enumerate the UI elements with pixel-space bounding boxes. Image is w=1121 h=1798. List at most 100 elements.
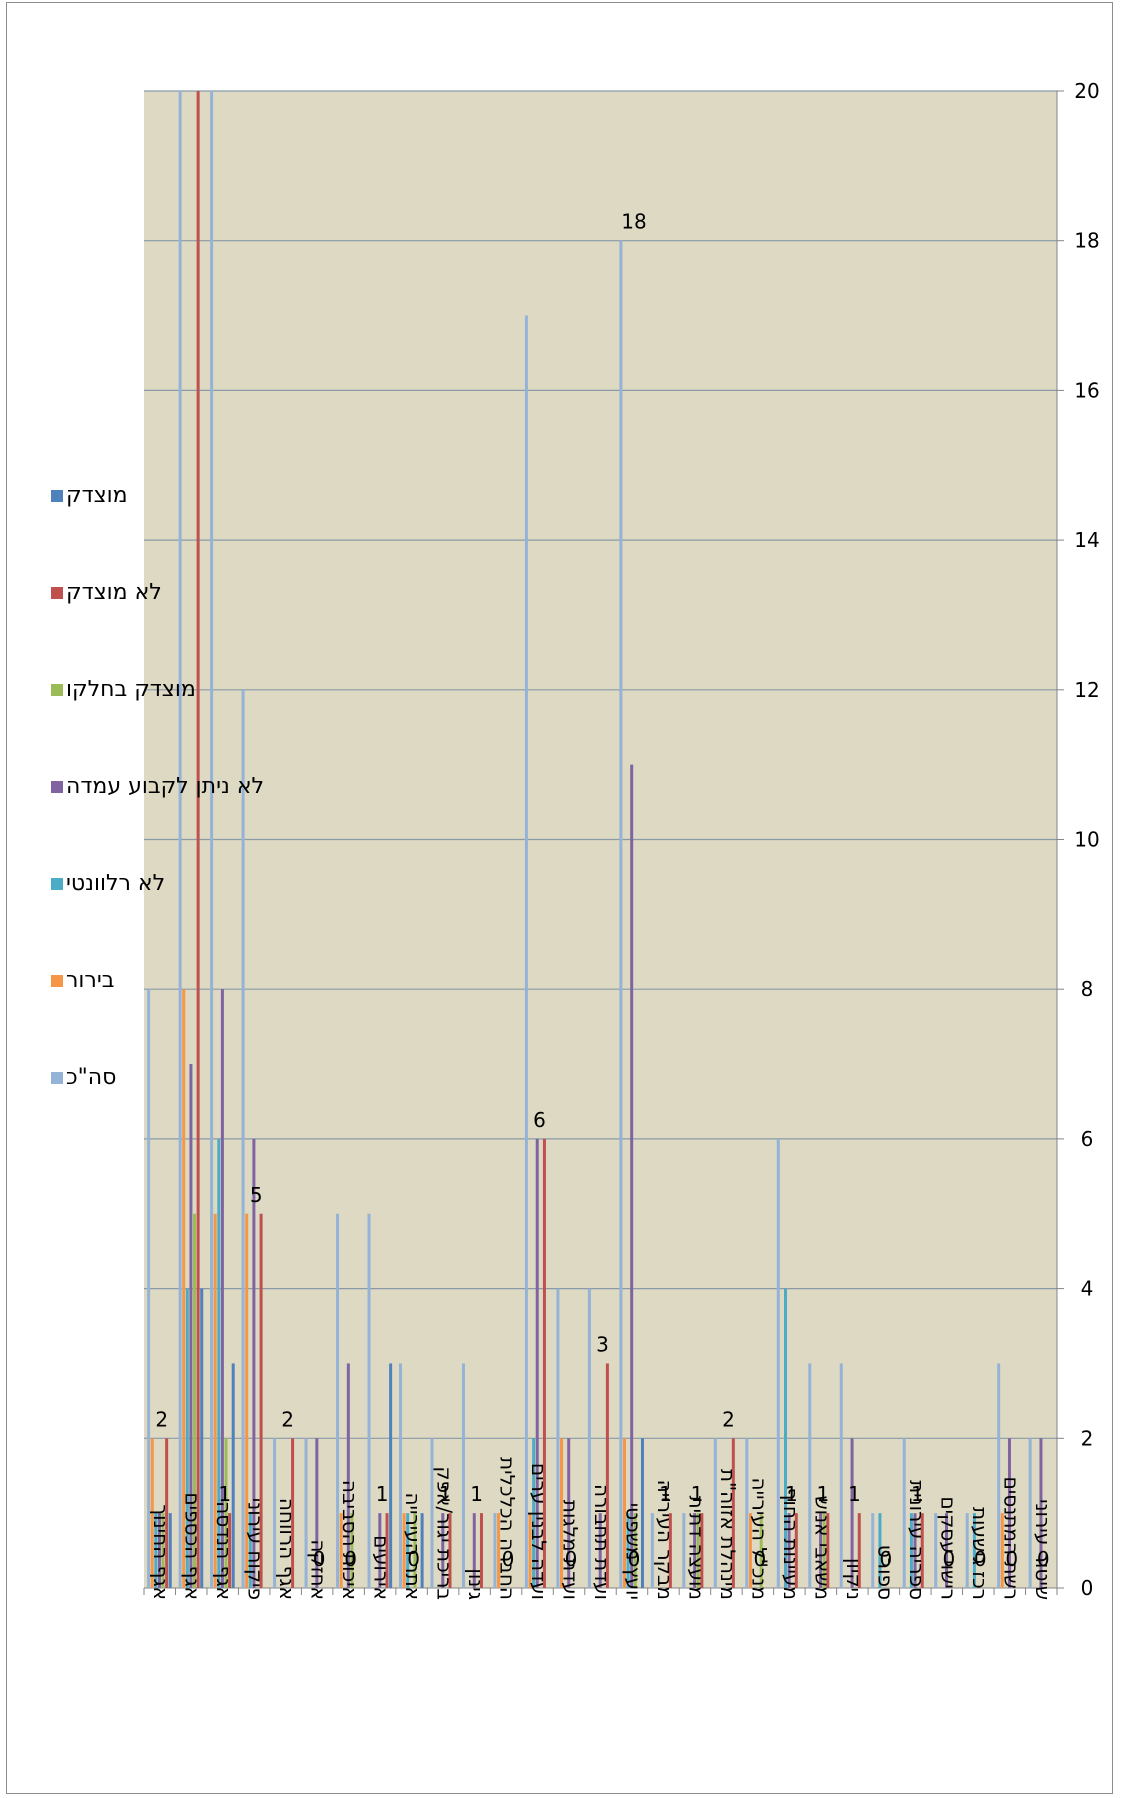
legend-item: בירור xyxy=(51,968,114,993)
legend-swatch xyxy=(51,877,63,890)
x-tick-label: גינון xyxy=(464,1568,488,1600)
y-tick-label: 18 xyxy=(1074,229,1099,253)
bar xyxy=(560,1438,564,1588)
x-tick-label: ספורט xyxy=(873,1545,897,1600)
bar xyxy=(587,1288,591,1588)
y-tick-label: 14 xyxy=(1074,528,1099,552)
bar xyxy=(556,1288,560,1588)
bar xyxy=(745,1438,749,1588)
x-tick-label: פיקוח עירוני xyxy=(244,1498,268,1600)
bar xyxy=(965,1513,969,1588)
bar xyxy=(441,1513,445,1588)
bar xyxy=(193,1213,197,1588)
bar xyxy=(336,1213,340,1588)
bar xyxy=(448,1513,452,1588)
legend-swatch xyxy=(51,1071,63,1084)
data-label: 1 xyxy=(911,1482,924,1506)
bar xyxy=(605,1363,609,1588)
y-tick-label: 4 xyxy=(1081,1277,1094,1301)
bar xyxy=(339,1513,343,1588)
x-tick-label: אחזקה xyxy=(307,1539,331,1600)
bar xyxy=(1028,1438,1032,1588)
x-tick-label: ניקיון xyxy=(842,1558,866,1600)
data-label: 1 xyxy=(848,1482,861,1506)
legend-label: בירור xyxy=(66,968,115,993)
legend-label: לא מוצדק xyxy=(66,580,162,605)
bar xyxy=(626,1513,630,1588)
y-tick-label: 2 xyxy=(1081,1426,1094,1450)
y-tick-label: 10 xyxy=(1074,828,1099,852)
bar xyxy=(524,315,528,1588)
bar xyxy=(945,1513,949,1588)
data-label: 0 xyxy=(879,1547,892,1571)
bar xyxy=(497,1513,501,1588)
bar xyxy=(217,1138,221,1588)
bar xyxy=(532,1438,536,1588)
x-tick-label: אירועים xyxy=(370,1535,394,1600)
data-label: 0 xyxy=(1037,1547,1050,1571)
data-label: 0 xyxy=(565,1547,578,1571)
bar xyxy=(315,1438,319,1588)
data-label: 18 xyxy=(621,210,646,234)
bar xyxy=(399,1363,403,1588)
bar xyxy=(291,1438,295,1588)
x-tick-label: אגף הנדסה xyxy=(212,1501,236,1600)
bar xyxy=(794,1513,798,1588)
data-label: 0 xyxy=(1005,1547,1018,1571)
data-label: 0 xyxy=(942,1547,955,1571)
bar xyxy=(196,91,200,1588)
bar xyxy=(420,1513,424,1588)
legend-swatch xyxy=(51,974,63,987)
bar xyxy=(819,1513,823,1588)
bar xyxy=(220,989,224,1588)
bar xyxy=(630,764,634,1588)
x-tick-label: מבקר העירייה xyxy=(653,1480,677,1600)
bar xyxy=(640,1438,644,1588)
legend-item: לא רלוונטי xyxy=(51,871,165,896)
bar xyxy=(622,1438,626,1588)
bar xyxy=(231,1363,235,1588)
legend-swatch xyxy=(51,489,63,502)
bar xyxy=(857,1513,861,1588)
bar xyxy=(902,1438,906,1588)
x-tick-label: אתר העירייה xyxy=(401,1492,425,1600)
bar xyxy=(185,1288,189,1588)
bar xyxy=(367,1213,371,1588)
x-tick-label: רשת המתנסים xyxy=(999,1477,1023,1601)
legend-item: לא מוצדק xyxy=(51,580,162,605)
bar xyxy=(493,1513,497,1588)
bar xyxy=(182,989,186,1588)
legend-item: מוצדק xyxy=(51,483,128,508)
legend-label: מוצדק xyxy=(66,483,128,508)
bar xyxy=(378,1513,382,1588)
bar xyxy=(850,1438,854,1588)
data-label: 0 xyxy=(344,1547,357,1571)
x-tick-label: החברה הכלכלית xyxy=(496,1457,520,1600)
legend-label: סה"כ xyxy=(66,1065,117,1090)
data-label: 0 xyxy=(407,1547,420,1571)
bar xyxy=(567,1438,571,1588)
legend-swatch xyxy=(51,586,63,599)
x-tick-label: רישוי עסקים xyxy=(936,1496,960,1600)
bar xyxy=(535,1138,539,1588)
x-tick-label: בריכת יגור/אפק xyxy=(433,1466,457,1600)
bar xyxy=(252,1138,256,1588)
bar xyxy=(650,1513,654,1588)
bar xyxy=(909,1513,913,1588)
x-tick-label: מועצה דתית xyxy=(684,1495,708,1600)
data-label: 1 xyxy=(817,1482,830,1506)
bar xyxy=(157,1513,161,1588)
data-label: 2 xyxy=(281,1407,294,1431)
bar xyxy=(528,1513,532,1588)
bar xyxy=(228,1513,232,1588)
bar xyxy=(1000,1513,1004,1588)
bar xyxy=(150,1438,154,1588)
bar xyxy=(839,1363,843,1588)
bar xyxy=(871,1513,875,1588)
data-label: 3 xyxy=(596,1332,609,1356)
x-tick-label: ועדת מלגות xyxy=(559,1500,583,1600)
data-label: 1 xyxy=(691,1482,704,1506)
bar xyxy=(783,1288,787,1588)
bar xyxy=(147,989,151,1588)
